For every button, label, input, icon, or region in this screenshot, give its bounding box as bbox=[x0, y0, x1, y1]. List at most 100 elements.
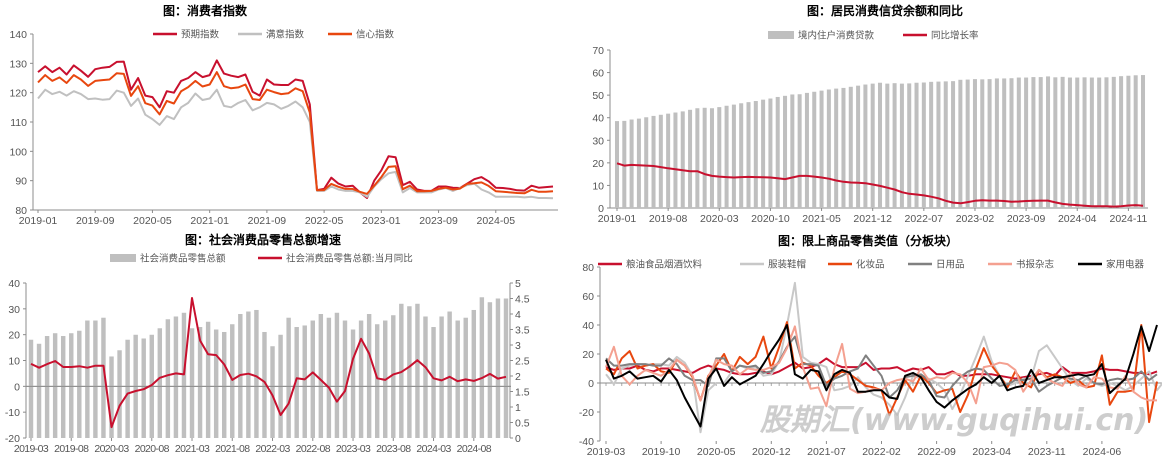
x-tick-label: 2021-12 bbox=[853, 213, 892, 225]
bar bbox=[52, 333, 58, 438]
bar bbox=[717, 107, 722, 208]
y2-tick-label: 3 bbox=[515, 340, 521, 352]
bar bbox=[797, 94, 802, 208]
bar bbox=[1111, 76, 1116, 208]
bar bbox=[1067, 77, 1072, 208]
x-tick-label: 2021-07 bbox=[807, 446, 846, 458]
series-line-6 bbox=[605, 324, 1158, 428]
legend-label: 同比增长率 bbox=[931, 30, 979, 42]
x-tick-label: 2022-03 bbox=[255, 443, 290, 455]
series-line-1 bbox=[37, 59, 554, 199]
x-tick-label: 2021-05 bbox=[802, 213, 841, 225]
series-line-4 bbox=[605, 335, 1158, 399]
series-line-3 bbox=[37, 71, 554, 195]
bar bbox=[101, 317, 106, 438]
bar bbox=[157, 328, 163, 438]
legend-item: 满意指数 bbox=[238, 29, 305, 41]
y-tick-label: 100 bbox=[9, 146, 27, 158]
legend-label: 日用品 bbox=[936, 260, 965, 271]
legend-item: 社会消费品零售总额:当月同比 bbox=[258, 253, 413, 265]
bar bbox=[688, 109, 693, 208]
bar bbox=[366, 314, 372, 438]
bar bbox=[790, 94, 795, 208]
legend-swatch bbox=[768, 31, 794, 39]
bar bbox=[197, 327, 203, 438]
bar bbox=[85, 320, 90, 438]
y-tick-label: -10 bbox=[5, 407, 20, 419]
x-tick-label: 2021-03 bbox=[175, 443, 210, 455]
legend-item: 日用品 bbox=[908, 260, 965, 271]
bar bbox=[294, 327, 299, 438]
chart-title: 图：居民消费信贷余额和同比 bbox=[807, 3, 963, 18]
y2-tick-label: 1.5 bbox=[515, 387, 530, 399]
legend-label: 家用电器 bbox=[1106, 259, 1145, 271]
bar bbox=[965, 79, 970, 208]
bar bbox=[899, 83, 904, 208]
bar bbox=[205, 321, 211, 438]
y-tick-label: 80 bbox=[15, 205, 27, 217]
legend-item: 社会消费品零售总额 bbox=[110, 253, 226, 265]
legend-label: 满意指数 bbox=[266, 29, 305, 41]
legend-item: 境内住户消费贷款 bbox=[768, 30, 875, 42]
bar bbox=[60, 336, 66, 438]
bar bbox=[270, 346, 275, 438]
bar bbox=[310, 320, 315, 438]
legend-item: 粮油食品烟酒饮料 bbox=[598, 259, 703, 271]
bar bbox=[1104, 77, 1109, 208]
bar bbox=[189, 328, 195, 438]
bar bbox=[173, 316, 179, 438]
bar bbox=[834, 88, 839, 208]
bar bbox=[93, 320, 98, 438]
bar bbox=[471, 309, 477, 438]
x-tick-label: 2021-01 bbox=[190, 215, 229, 227]
bar bbox=[503, 298, 509, 438]
chart-2: 图：居民消费信贷余额和同比 0 10 20 30 40 50 60 70 2019-01 2019-… bbox=[592, 3, 1148, 225]
chart-1: 图：消费者指数 80 90 100 110 120 130 140 2019-01 2019-09… bbox=[9, 3, 558, 227]
bar bbox=[1031, 77, 1036, 208]
bar bbox=[709, 108, 714, 208]
bar bbox=[1024, 77, 1029, 208]
x-tick-label: 2023-09 bbox=[419, 215, 458, 227]
bar bbox=[439, 316, 444, 438]
legend-label: 社会消费品零售总额 bbox=[140, 253, 226, 265]
series-line-1 bbox=[605, 357, 1158, 380]
bar bbox=[731, 104, 736, 208]
x-tick-label: 2019-01 bbox=[598, 213, 637, 225]
x-tick-label: 2023-04 bbox=[972, 446, 1011, 458]
bar bbox=[1119, 76, 1124, 208]
bar bbox=[644, 117, 649, 208]
x-tick-label: 2019-03 bbox=[587, 446, 626, 458]
bar bbox=[746, 102, 751, 208]
bar bbox=[921, 82, 926, 208]
bar bbox=[666, 113, 671, 208]
watermark: 股期汇(www.guqihui.cn) bbox=[759, 403, 1148, 438]
bar bbox=[1140, 75, 1146, 208]
y-tick-label: 70 bbox=[592, 45, 604, 57]
bar bbox=[1133, 75, 1138, 208]
legend-item: 信心指数 bbox=[328, 29, 395, 41]
bar bbox=[614, 121, 620, 208]
bar bbox=[326, 317, 332, 438]
y-tick-label: 130 bbox=[9, 58, 27, 70]
y-tick-label: -40 bbox=[579, 436, 594, 448]
y-tick-label: 30 bbox=[592, 135, 604, 147]
legend-item: 化妆品 bbox=[828, 259, 885, 271]
x-tick-label: 2024-06 bbox=[1083, 446, 1122, 458]
bar bbox=[739, 103, 744, 208]
bar bbox=[334, 312, 340, 438]
bar bbox=[702, 107, 707, 208]
bar bbox=[936, 81, 941, 208]
bar bbox=[724, 105, 729, 208]
bar bbox=[28, 339, 34, 438]
x-tick-label: 2022-09 bbox=[917, 446, 956, 458]
bar bbox=[812, 91, 817, 208]
bar bbox=[1016, 77, 1021, 208]
bar bbox=[695, 108, 700, 208]
x-tick-label: 2020-05 bbox=[133, 215, 172, 227]
bar bbox=[165, 319, 171, 438]
x-tick-label: 2024-08 bbox=[457, 443, 492, 455]
y-tick-label: 10 bbox=[592, 180, 604, 192]
x-tick-label: 2019-01 bbox=[19, 215, 58, 227]
y-tick-label: 20 bbox=[8, 330, 20, 342]
bar bbox=[1002, 78, 1007, 208]
